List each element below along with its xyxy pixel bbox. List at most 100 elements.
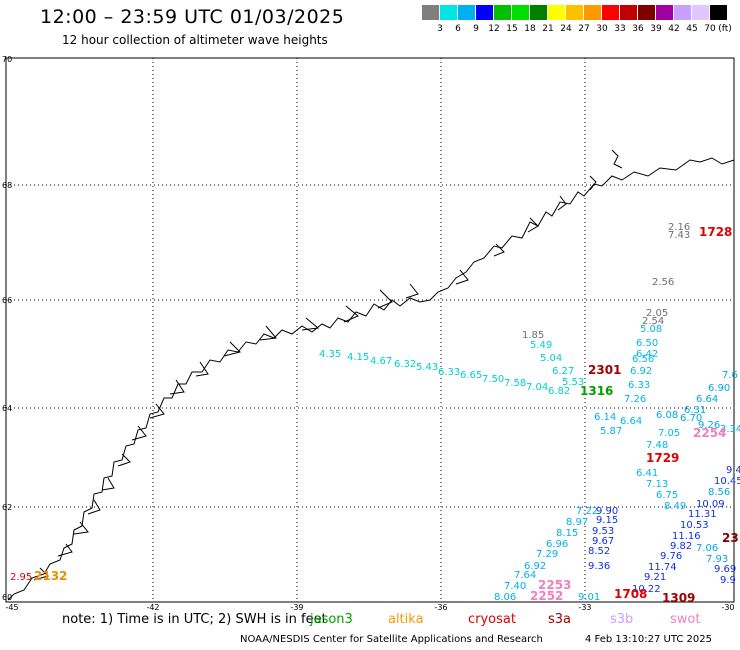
color-label: 39 — [650, 24, 662, 34]
greenland-coastline — [7, 157, 735, 601]
mission-s3a: s3a — [548, 612, 572, 627]
wave-height-value: 6.65 — [460, 370, 482, 381]
wave-height-value: 7.13 — [646, 479, 668, 490]
time-label: 2132 — [34, 569, 67, 583]
wave-height-value: 8.97 — [566, 517, 588, 528]
color-label: 42 — [668, 24, 680, 34]
lat-tick: 62 — [2, 503, 12, 512]
wave-height-value: 7.40 — [504, 581, 526, 592]
mission-swot: swot — [670, 612, 701, 627]
wave-height-value: 9.26 — [698, 420, 720, 431]
wave-height-value: 9.21 — [644, 572, 666, 583]
lon-tick: -42 — [146, 603, 159, 612]
wave-height-value: 7.64 — [514, 570, 536, 581]
wave-height-value: 6.96 — [546, 539, 568, 550]
lat-tick: 64 — [2, 404, 12, 413]
wave-height-labels: 2.167.43 2.56 2.052.54 1.85 4.35 4.15 4.67 6.32… — [319, 222, 740, 603]
wave-height-value: 6.75 — [656, 490, 678, 501]
wave-height-value: 7.04 — [526, 382, 548, 393]
color-label: 9 — [473, 24, 479, 34]
lat-ticks: 70 68 66 64 62 60 — [2, 55, 12, 602]
lon-tick: -33 — [578, 603, 591, 612]
page-subtitle: 12 hour collection of altimeter wave hei… — [62, 33, 328, 47]
wave-height-value: 6.31 — [684, 405, 706, 416]
wave-height-value: 9.67 — [592, 536, 614, 547]
wave-height-value: 10.22 — [632, 584, 661, 595]
wave-height-value: 6.33 — [628, 380, 650, 391]
time-label: 2253 — [538, 578, 571, 592]
wave-height-value: 9.76 — [660, 551, 682, 562]
color-label: 27 — [578, 24, 590, 34]
wave-height-value: 4.67 — [370, 356, 392, 367]
wave-height-value: 5.08 — [640, 324, 662, 335]
wave-height-value: 6.42 — [636, 349, 658, 360]
wave-height-value: 6.14 — [594, 412, 616, 423]
color-swatch — [566, 5, 583, 20]
map-frame — [5, 57, 735, 603]
wave-height-value: 2.56 — [652, 277, 674, 288]
wave-height-value: 6.70 — [680, 413, 702, 424]
color-swatch — [440, 5, 457, 20]
color-swatch — [620, 5, 637, 20]
mission-cryosat: cryosat — [468, 612, 516, 627]
wave-height-value: 9.90 — [596, 506, 618, 517]
wave-height-value: 10.53 — [680, 520, 709, 531]
time-label: 1316 — [580, 384, 613, 398]
wave-height-value: 4.15 — [347, 352, 369, 363]
lon-tick: -30 — [721, 603, 734, 612]
wave-height-value: 5.87 — [600, 426, 622, 437]
wave-height-value: 2.05 — [646, 308, 668, 319]
wave-height-value: 8.49 — [664, 501, 686, 512]
wave-height-value: 8.15 — [556, 528, 578, 539]
coastline-fjords — [33, 149, 623, 581]
mission-s3b: s3b — [610, 612, 634, 627]
wave-height-value: 6.08 — [656, 410, 678, 421]
color-swatch — [476, 5, 493, 20]
wave-height-value: 7.29 — [536, 549, 558, 560]
time-label: 1728 — [699, 225, 732, 239]
graticule — [6, 58, 734, 602]
color-swatch — [584, 5, 601, 20]
wave-height-value: 7.43 — [668, 230, 690, 241]
lon-tick: -36 — [434, 603, 447, 612]
color-label: 18 — [524, 24, 536, 34]
wave-height-value: 9.53 — [592, 526, 614, 537]
wave-height-value: 8.52 — [588, 546, 610, 557]
wave-height-value: 6.64 — [696, 394, 718, 405]
color-label: 24 — [560, 24, 572, 34]
lat-tick: 70 — [2, 55, 12, 64]
wave-height-value: 10.45 — [714, 476, 740, 487]
color-swatch — [638, 5, 655, 20]
lon-tick: -39 — [290, 603, 303, 612]
page-title: 12:00 – 23:59 UTC 01/03/2025 — [40, 6, 345, 28]
color-swatch — [458, 5, 475, 20]
wave-height-value: 4.35 — [319, 349, 341, 360]
wave-height-value: 9.9 — [720, 575, 736, 586]
color-label: 21 — [542, 24, 554, 34]
color-label: 33 — [614, 24, 626, 34]
wave-height-value: 9.4 — [726, 465, 740, 476]
lat-tick: 68 — [2, 181, 12, 190]
color-label: 15 — [506, 24, 518, 34]
wave-height-value: 6.92 — [630, 366, 652, 377]
misc-label: 2.95 — [10, 572, 32, 583]
color-swatch — [710, 5, 727, 20]
wave-height-value: 6.64 — [620, 416, 642, 427]
wave-height-value: 1.85 — [522, 330, 544, 341]
wave-height-value: 6.92 — [524, 561, 546, 572]
wave-height-value: 9.69 — [714, 564, 736, 575]
wave-height-value: 6.50 — [636, 338, 658, 349]
wave-height-value: 6.56 — [632, 354, 654, 365]
color-label: 6 — [455, 24, 461, 34]
wave-height-value: 11.31 — [688, 509, 717, 520]
time-label: 2254 — [693, 426, 726, 440]
wave-height-value: 6.33 — [438, 367, 460, 378]
color-swatch — [692, 5, 709, 20]
color-swatch — [422, 5, 439, 20]
wave-height-value: 9.01 — [578, 592, 600, 603]
wave-height-value: 7.58 — [504, 378, 526, 389]
timestamp: 4 Feb 13:10:27 UTC 2025 — [585, 634, 712, 645]
wave-height-value: 7.93 — [706, 554, 728, 565]
time-label: 1708 — [614, 587, 647, 601]
